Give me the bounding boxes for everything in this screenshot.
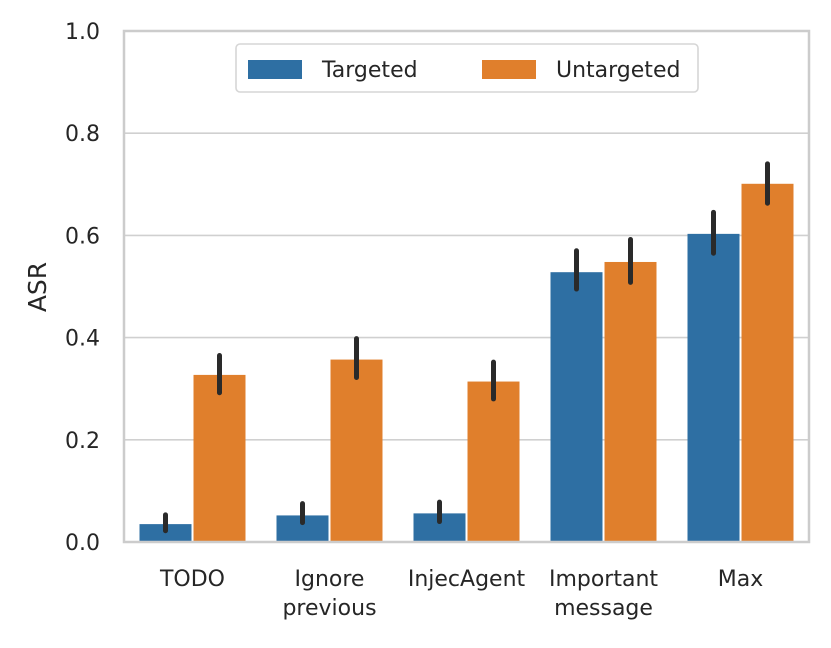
legend-swatch-targeted: [248, 60, 302, 79]
bar-untargeted-0: [193, 374, 246, 542]
x-tick-label-line: InjecAgent: [408, 567, 526, 592]
y-tick-label: 0.2: [65, 429, 100, 454]
plot-border: [122, 29, 811, 544]
x-tick-label-line: previous: [282, 596, 376, 621]
x-tick-label-line: Max: [718, 567, 763, 592]
bar-untargeted-1: [330, 359, 383, 542]
y-tick-label: 1.0: [65, 20, 100, 45]
x-tick-label-line: message: [554, 596, 653, 621]
bars: [139, 183, 794, 542]
x-tick-label: Important message: [549, 567, 658, 621]
plot-frame: [122, 29, 811, 544]
legend-swatch-untargeted: [482, 60, 536, 79]
y-tick-label: 0.6: [65, 224, 100, 249]
y-tick-label: 0.8: [65, 122, 100, 147]
legend: Targeted Untargeted: [235, 43, 699, 93]
x-tick-label: InjecAgent: [408, 567, 526, 592]
legend-box: [235, 43, 699, 93]
x-tick-labels: TODO Ignore previous InjecAgent Important mes…: [159, 567, 763, 621]
legend-label-untargeted: Untargeted: [556, 58, 680, 83]
x-tick-label: Ignore previous: [282, 567, 376, 621]
bar-untargeted-2: [467, 381, 520, 542]
x-tick-label-line: TODO: [159, 567, 225, 592]
x-tick-label-line: Ignore: [295, 567, 365, 592]
y-tick-label: 0.4: [65, 327, 100, 352]
legend-label-targeted: Targeted: [321, 58, 418, 83]
y-axis-label: ASR: [23, 262, 52, 312]
error-bars: [163, 161, 770, 534]
y-tick-label: 0.0: [65, 531, 100, 556]
bar-targeted-4: [687, 233, 740, 542]
bar-untargeted-3: [604, 261, 657, 542]
bar-targeted-3: [550, 272, 603, 542]
x-tick-label: TODO: [159, 567, 225, 592]
x-tick-label: Max: [718, 567, 763, 592]
x-tick-label-line: Important: [549, 567, 658, 592]
y-tick-labels: 0.0 0.2 0.4 0.6 0.8 1.0: [65, 20, 100, 556]
bar-untargeted-4: [741, 183, 794, 542]
